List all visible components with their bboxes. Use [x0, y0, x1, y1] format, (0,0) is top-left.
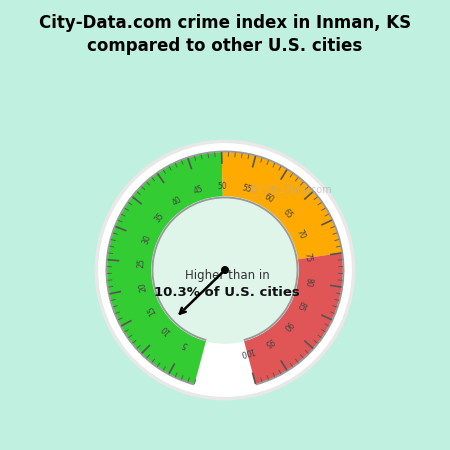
Text: 55: 55 [241, 184, 252, 195]
Text: 70: 70 [295, 228, 307, 241]
Wedge shape [244, 253, 343, 384]
Text: 80: 80 [303, 277, 313, 288]
Circle shape [95, 140, 355, 400]
Text: 10: 10 [159, 323, 172, 336]
Circle shape [222, 267, 228, 273]
Text: 30: 30 [141, 233, 153, 245]
Text: 10.3% of U.S. cities: 10.3% of U.S. cities [154, 286, 300, 299]
Text: 20: 20 [138, 281, 148, 292]
Text: © City-Data.com: © City-Data.com [248, 185, 331, 195]
Circle shape [99, 144, 351, 396]
Text: 50: 50 [217, 182, 228, 191]
Wedge shape [152, 197, 298, 341]
Text: 15: 15 [145, 303, 158, 316]
Text: 25: 25 [137, 257, 147, 268]
Wedge shape [106, 151, 344, 385]
Wedge shape [221, 152, 342, 259]
Wedge shape [107, 152, 343, 384]
Text: 75: 75 [303, 252, 313, 263]
Text: 85: 85 [295, 299, 307, 312]
Text: 95: 95 [262, 335, 275, 348]
Circle shape [152, 197, 298, 343]
Text: 35: 35 [153, 212, 166, 225]
Text: 65: 65 [281, 208, 294, 221]
Text: 100: 100 [238, 345, 255, 357]
Text: 5: 5 [181, 338, 189, 349]
Text: Higher than in: Higher than in [185, 270, 270, 283]
Text: 90: 90 [281, 319, 294, 332]
Text: 45: 45 [193, 184, 205, 196]
Wedge shape [107, 152, 223, 384]
Text: 40: 40 [171, 195, 184, 208]
Text: City-Data.com crime index in Inman, KS
compared to other U.S. cities: City-Data.com crime index in Inman, KS c… [39, 14, 411, 55]
Text: 60: 60 [262, 192, 275, 205]
